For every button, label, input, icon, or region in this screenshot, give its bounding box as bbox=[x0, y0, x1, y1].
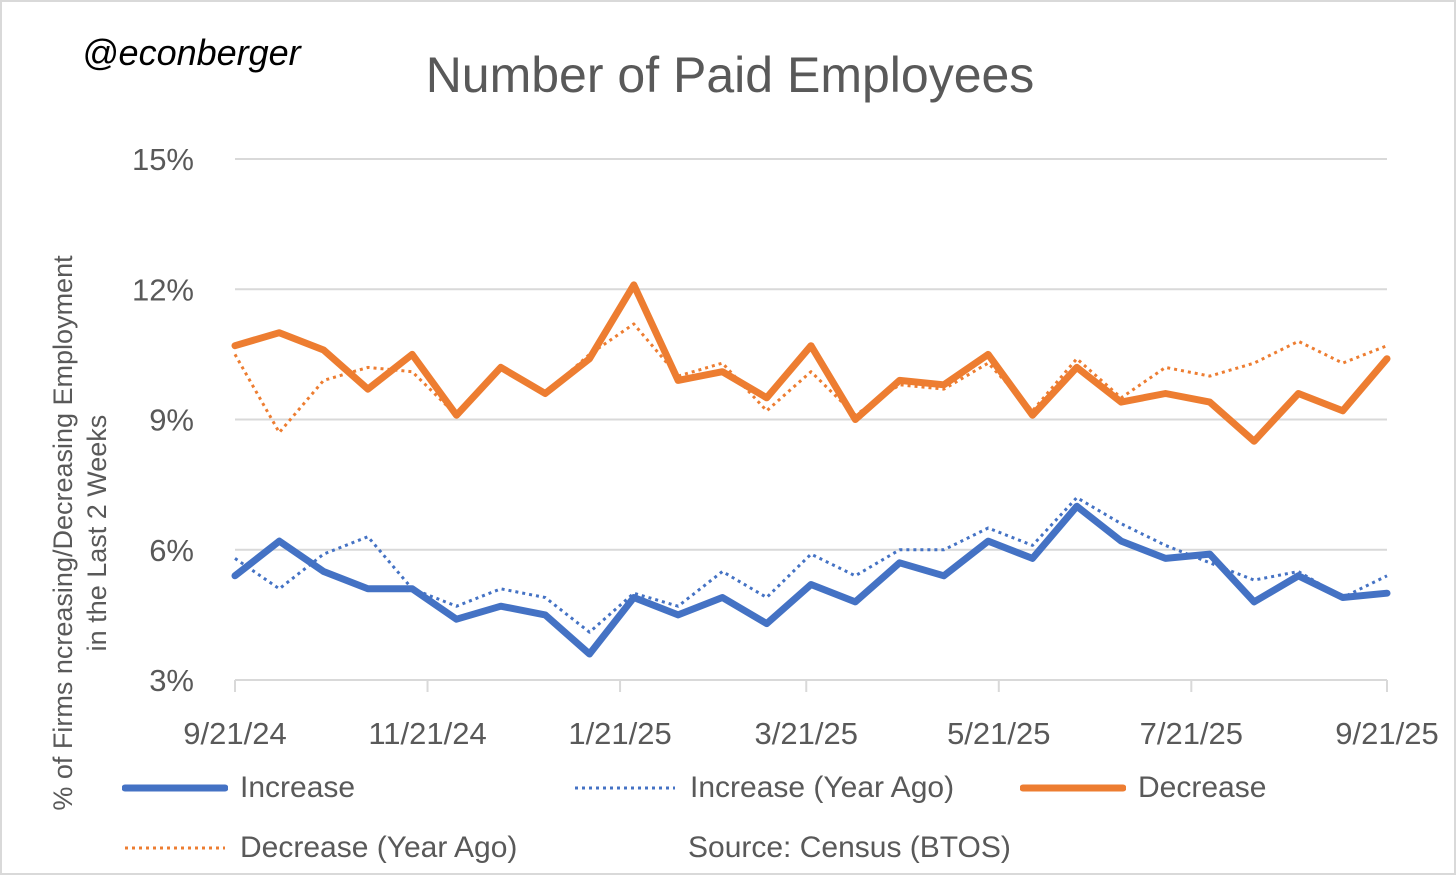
legend-swatch-decrease-year-ago bbox=[125, 846, 225, 850]
legend-label-decrease-year-ago: Decrease (Year Ago) bbox=[240, 831, 518, 864]
y-tick-label-12: 12% bbox=[132, 272, 194, 307]
series-line-increase bbox=[231, 502, 1391, 658]
x-tick-label-2: 1/21/25 bbox=[568, 716, 671, 751]
x-tick-label-5: 7/21/25 bbox=[1140, 716, 1243, 751]
series-line-decrease bbox=[231, 281, 1391, 445]
legend-item-increase: Increase bbox=[122, 768, 355, 808]
legend-label-increase: Increase bbox=[240, 771, 356, 804]
legend-item-decrease: Decrease bbox=[1020, 768, 1266, 808]
y-tick-label-3: 3% bbox=[149, 663, 194, 698]
author-handle: @econberger bbox=[82, 32, 301, 73]
x-tick-label-1: 11/21/24 bbox=[368, 716, 486, 751]
legend-swatch-increase bbox=[122, 784, 228, 792]
legend-item-decrease-year-ago: Decrease (Year Ago) bbox=[122, 828, 517, 868]
source-note: Source: Census (BTOS) bbox=[688, 831, 1011, 864]
legend-swatch-increase-year-ago bbox=[575, 786, 675, 790]
x-tick-label-3: 3/21/25 bbox=[755, 716, 858, 751]
x-tick-label-0: 9/21/24 bbox=[183, 716, 286, 751]
x-tick-label-4: 5/21/25 bbox=[947, 716, 1050, 751]
chart-title: Number of Paid Employees bbox=[425, 47, 1035, 103]
y-tick-label-9: 9% bbox=[149, 403, 194, 438]
x-tick-label-6: 9/21/25 bbox=[1335, 716, 1438, 751]
y-tick-label-15: 15% bbox=[132, 142, 194, 177]
legend-label-decrease: Decrease bbox=[1138, 771, 1267, 804]
legend-item-increase-year-ago: Increase (Year Ago) bbox=[572, 768, 954, 808]
legend-label-increase-year-ago: Increase (Year Ago) bbox=[690, 771, 955, 804]
series-line-increase-year-ago bbox=[234, 496, 1388, 634]
legend-swatch-decrease bbox=[1020, 784, 1126, 792]
y-tick-label-6: 6% bbox=[149, 533, 194, 568]
series-line-decrease-year-ago bbox=[233, 322, 1388, 434]
